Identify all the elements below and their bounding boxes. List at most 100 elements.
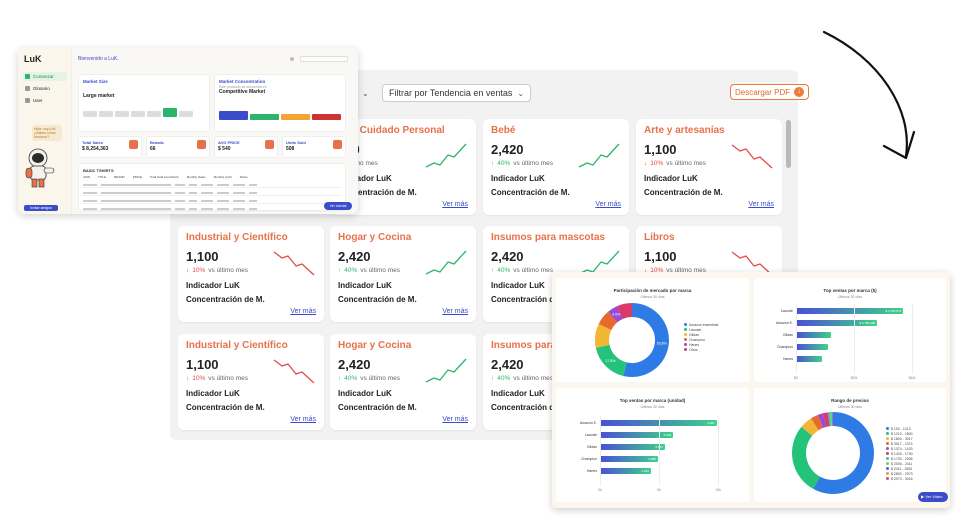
arrow-up-icon: ↑ <box>491 267 495 274</box>
category-card[interactable]: Arte y artesanías 1,100 ↓ 10% vs último mes I… <box>636 119 782 215</box>
sidebar-item-label: User <box>33 98 43 103</box>
download-pdf-button[interactable]: Descargar PDF ↓ <box>730 84 810 100</box>
category-card[interactable]: Industrial y Científico 1,100 ↓ 10% vs últim… <box>178 226 324 322</box>
table-row[interactable] <box>83 206 341 212</box>
card-title: Libros <box>644 232 675 243</box>
see-more-link[interactable]: Ver más <box>442 416 468 423</box>
delta-percent: 40% <box>497 160 511 167</box>
market-size-card: Market Size Large market <box>78 74 210 132</box>
bar-value-label: 4,334 <box>641 469 649 473</box>
table-header-cell: BRAND <box>114 175 125 179</box>
invite-button[interactable]: Invitar amigos <box>24 205 58 211</box>
legend-swatch <box>886 462 889 465</box>
scrollbar[interactable] <box>786 120 791 168</box>
category-select[interactable]: ⌄ <box>362 84 372 102</box>
bar <box>600 444 665 450</box>
sidebar-item-glosario[interactable]: Glosario <box>23 84 67 93</box>
video-label: Ver Video <box>925 494 943 499</box>
axis-tick-label: $2M <box>850 376 858 380</box>
card-delta: ↑ 40% vs último mes <box>491 267 621 274</box>
arrow-up-icon: ↑ <box>338 375 342 382</box>
concentration-label: Concentración de M. <box>644 188 723 197</box>
legend-label: $ 100 - 1213 <box>891 426 911 431</box>
category-card[interactable]: Bebé 2,420 ↑ 40% vs último mes Indicador LuK C… <box>483 119 629 215</box>
see-more-link[interactable]: Ver más <box>442 201 468 208</box>
see-more-link[interactable]: Ver más <box>290 416 316 423</box>
card-delta: ↓ 10% vs último mes <box>186 375 316 382</box>
see-more-link[interactable]: Ver más <box>442 308 468 315</box>
delta-caption: vs último mes <box>360 375 400 382</box>
video-button[interactable]: ▶ Ver Video <box>918 492 948 502</box>
card-value: 1,100 <box>644 142 677 157</box>
sidebar-item-comenzar[interactable]: Comenzar <box>23 72 67 81</box>
sidebar-item-user[interactable]: User <box>23 96 67 105</box>
concentration-label: Concentración de M. <box>338 188 417 197</box>
legend-item: $ 100 - 1213 <box>886 426 913 431</box>
table-cell-placeholder <box>189 207 197 210</box>
table-cell-placeholder <box>249 207 257 210</box>
legend-swatch <box>886 472 889 475</box>
card-delta: ↓ 10% vs último mes <box>186 267 316 274</box>
bar-category-label: Amazon E. <box>579 421 597 425</box>
card-value: 2,420 <box>338 249 371 264</box>
card-delta: ↑ 40% vs último mes <box>491 160 621 167</box>
bar-value-label: 5,572 <box>600 445 663 449</box>
legend-swatch <box>684 328 687 331</box>
bar <box>796 320 878 326</box>
bar <box>796 308 904 314</box>
table-cell-placeholder <box>101 199 171 202</box>
table-header-cell: Total Sold Last Month <box>149 175 179 179</box>
table-cell-placeholder <box>217 191 229 194</box>
delta-percent: 10% <box>650 160 664 167</box>
tutorial-button[interactable]: Ver tutorial <box>324 202 352 210</box>
search-input[interactable] <box>300 56 348 62</box>
table-row[interactable] <box>83 190 341 196</box>
trend-filter-select[interactable]: Filtrar por Tendencia en ventas ⌄ <box>382 84 532 102</box>
kpi-icon <box>129 140 138 149</box>
trend-sparkline <box>578 143 620 168</box>
top-sales-unit-bars: Amazon E. 9,987 Lacoste 6,203 Gildan5,572 Cha… <box>556 388 749 502</box>
category-card[interactable]: Hogar y Cocina 2,420 ↑ 40% vs último mes Indi… <box>330 226 476 322</box>
assistant-bubble[interactable]: Hola, soy LuK ¿Sabes cómo funciono? <box>32 125 62 141</box>
card-title: Insumos para m <box>491 340 568 351</box>
kpi-label: Brands <box>150 140 164 145</box>
legend-swatch <box>684 333 687 336</box>
table-row[interactable] <box>83 198 341 204</box>
greeting: Bienvenido a LuK, <box>78 56 119 62</box>
donut-slice <box>595 323 612 348</box>
table-cell-placeholder <box>101 183 171 186</box>
indicator-label: Indicador LuK <box>186 281 240 290</box>
slice-label: 17.8% <box>606 359 616 363</box>
donut-slice <box>595 344 628 376</box>
bar <box>796 344 828 350</box>
chart-title: Rango de precios <box>831 398 869 403</box>
indicator-label: Indicador LuK <box>338 174 392 183</box>
card-value: 2,420 <box>491 357 524 372</box>
table-cell-placeholder <box>249 183 257 186</box>
see-more-link[interactable]: Ver más <box>748 201 774 208</box>
legend-label: $ 1800 - 3017 <box>891 436 913 441</box>
legend-item: $ 2006 - 2411 <box>886 461 913 466</box>
grid-line <box>718 416 719 486</box>
table-header-cell: Monthly profit <box>213 175 232 179</box>
category-card[interactable]: Industrial y Científico 1,100 ↓ 10% vs últim… <box>178 334 324 430</box>
kpi-value: 508 <box>286 146 295 152</box>
card-title: Bebé <box>491 125 516 136</box>
legend-label: Amazon essentials <box>689 322 719 327</box>
see-more-link[interactable]: Ver más <box>290 308 316 315</box>
see-more-link[interactable]: Ver más <box>595 201 621 208</box>
category-card[interactable]: Hogar y Cocina 2,420 ↑ 40% vs último mes Indi… <box>330 334 476 430</box>
donut-slice <box>617 303 633 320</box>
trend-sparkline <box>273 251 315 276</box>
table-header-cell: Monthly Sales <box>186 175 206 179</box>
card-delta: ↓ 10% vs último mes <box>644 160 774 167</box>
card-value: 1,100 <box>186 357 219 372</box>
settings-icon[interactable] <box>290 57 294 61</box>
axis-tick-label: $0 <box>794 376 798 380</box>
indicator-label: Indicador LuK <box>491 389 545 398</box>
legend-label: $ 3017 - 1374 <box>891 441 913 446</box>
kpi-value: $ 8,254,363 <box>82 146 109 152</box>
table-row[interactable] <box>83 182 341 188</box>
bar-value-label: 6,203 <box>663 433 672 437</box>
products-table: BASIC TSHIRTS ASIN TITLE BRAND PRICE Total S… <box>78 163 346 212</box>
